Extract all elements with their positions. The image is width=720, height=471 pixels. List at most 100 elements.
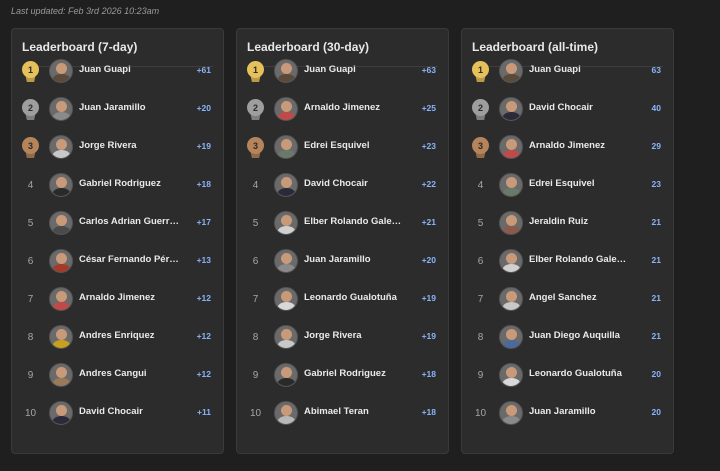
player-name[interactable]: David Chocair bbox=[529, 102, 593, 113]
leaderboard-row[interactable]: 5 Jeraldin Ruiz 21 bbox=[462, 204, 673, 242]
leaderboard-row[interactable]: 10 Juan Jaramillo 20 bbox=[462, 394, 673, 432]
avatar[interactable] bbox=[274, 173, 298, 197]
player-name[interactable]: Arnaldo Jimenez bbox=[79, 292, 156, 303]
silver-medal-icon: 2 bbox=[22, 99, 39, 120]
avatar[interactable] bbox=[49, 363, 73, 387]
score-value: 21 bbox=[651, 255, 661, 265]
player-name[interactable]: David Chocair bbox=[304, 178, 368, 189]
player-name[interactable]: Elber Rolando Galeano bbox=[304, 216, 404, 227]
avatar[interactable] bbox=[49, 97, 73, 121]
score-value: +18 bbox=[196, 179, 211, 189]
avatar[interactable] bbox=[274, 363, 298, 387]
avatar[interactable] bbox=[499, 249, 523, 273]
avatar[interactable] bbox=[49, 135, 73, 159]
avatar[interactable] bbox=[499, 135, 523, 159]
avatar[interactable] bbox=[499, 363, 523, 387]
player-name[interactable]: Leonardo Gualotuña bbox=[304, 292, 397, 303]
player-name[interactable]: Jorge Rivera bbox=[304, 330, 362, 341]
player-name[interactable]: César Fernando Pérez bbox=[79, 254, 179, 265]
avatar[interactable] bbox=[274, 325, 298, 349]
leaderboard-row[interactable]: 3 Arnaldo Jimenez 29 bbox=[462, 128, 673, 166]
player-name[interactable]: Edrei Esquivel bbox=[529, 178, 595, 189]
leaderboard-row[interactable]: 8 Juan Diego Auquilla 21 bbox=[462, 318, 673, 356]
player-name[interactable]: Jeraldin Ruiz bbox=[529, 216, 589, 227]
player-name[interactable]: Andres Cangui bbox=[79, 368, 147, 379]
player-name[interactable]: Juan Guapi bbox=[304, 64, 356, 75]
leaderboard-row[interactable]: 7 Arnaldo Jimenez +12 bbox=[12, 280, 223, 318]
avatar[interactable] bbox=[49, 211, 73, 235]
avatar[interactable] bbox=[274, 135, 298, 159]
score-value: 40 bbox=[651, 103, 661, 113]
avatar[interactable] bbox=[49, 325, 73, 349]
leaderboard-row[interactable]: 1 Juan Guapi 63 bbox=[462, 52, 673, 90]
leaderboard-row[interactable]: 5 Carlos Adrian Guerrero +17 bbox=[12, 204, 223, 242]
player-name[interactable]: Gabriel Rodriguez bbox=[304, 368, 386, 379]
leaderboard-row[interactable]: 2 David Chocair 40 bbox=[462, 90, 673, 128]
leaderboard-row[interactable]: 3 Edrei Esquivel +23 bbox=[237, 128, 448, 166]
player-name[interactable]: Edrei Esquivel bbox=[304, 140, 370, 151]
leaderboard-row[interactable]: 6 Juan Jaramillo +20 bbox=[237, 242, 448, 280]
leaderboard-row[interactable]: 8 Andres Enriquez +12 bbox=[12, 318, 223, 356]
avatar[interactable] bbox=[49, 249, 73, 273]
avatar[interactable] bbox=[274, 211, 298, 235]
avatar[interactable] bbox=[49, 287, 73, 311]
leaderboard-row[interactable]: 1 Juan Guapi +63 bbox=[237, 52, 448, 90]
leaderboard-row[interactable]: 6 César Fernando Pérez +13 bbox=[12, 242, 223, 280]
avatar[interactable] bbox=[499, 287, 523, 311]
player-name[interactable]: David Chocair bbox=[79, 406, 143, 417]
avatar[interactable] bbox=[499, 59, 523, 83]
avatar[interactable] bbox=[499, 97, 523, 121]
leaderboard-row[interactable]: 2 Juan Jaramillo +20 bbox=[12, 90, 223, 128]
avatar[interactable] bbox=[274, 287, 298, 311]
leaderboard-row[interactable]: 10 David Chocair +11 bbox=[12, 394, 223, 432]
leaderboard-row[interactable]: 9 Andres Cangui +12 bbox=[12, 356, 223, 394]
avatar[interactable] bbox=[499, 401, 523, 425]
player-name[interactable]: Jorge Rivera bbox=[79, 140, 137, 151]
leaderboard-row[interactable]: 8 Jorge Rivera +19 bbox=[237, 318, 448, 356]
leaderboard-row[interactable]: 4 Gabriel Rodriguez +18 bbox=[12, 166, 223, 204]
player-name[interactable]: Gabriel Rodriguez bbox=[79, 178, 161, 189]
leaderboard-row[interactable]: 7 Leonardo Gualotuña +19 bbox=[237, 280, 448, 318]
score-value: +11 bbox=[197, 407, 211, 417]
leaderboard-row[interactable]: 4 Edrei Esquivel 23 bbox=[462, 166, 673, 204]
player-name[interactable]: Carlos Adrian Guerrero bbox=[79, 216, 179, 227]
leaderboard-row[interactable]: 4 David Chocair +22 bbox=[237, 166, 448, 204]
player-name[interactable]: Elber Rolando Galeano bbox=[529, 254, 629, 265]
avatar[interactable] bbox=[499, 325, 523, 349]
rank-number: 10 bbox=[24, 408, 37, 419]
avatar[interactable] bbox=[499, 173, 523, 197]
player-name[interactable]: Juan Jaramillo bbox=[79, 102, 146, 113]
score-value: 20 bbox=[651, 407, 661, 417]
leaderboard-row[interactable]: 6 Elber Rolando Galeano 21 bbox=[462, 242, 673, 280]
player-name[interactable]: Leonardo Gualotuña bbox=[529, 368, 622, 379]
rank-number: 5 bbox=[27, 218, 34, 229]
avatar[interactable] bbox=[274, 97, 298, 121]
avatar[interactable] bbox=[49, 59, 73, 83]
player-name[interactable]: Juan Jaramillo bbox=[529, 406, 596, 417]
avatar[interactable] bbox=[49, 173, 73, 197]
leaderboard-row[interactable]: 9 Gabriel Rodriguez +18 bbox=[237, 356, 448, 394]
player-name[interactable]: Arnaldo Jimenez bbox=[529, 140, 606, 151]
player-name[interactable]: Arnaldo Jimenez bbox=[304, 102, 381, 113]
player-name[interactable]: Abimael Teran bbox=[304, 406, 369, 417]
rank-number: 3 bbox=[22, 137, 39, 154]
leaderboard-row[interactable]: 3 Jorge Rivera +19 bbox=[12, 128, 223, 166]
leaderboard-row[interactable]: 7 Angel Sanchez 21 bbox=[462, 280, 673, 318]
player-name[interactable]: Juan Guapi bbox=[79, 64, 131, 75]
avatar[interactable] bbox=[49, 401, 73, 425]
score-value: +19 bbox=[196, 141, 211, 151]
player-name[interactable]: Andres Enriquez bbox=[79, 330, 155, 341]
player-name[interactable]: Angel Sanchez bbox=[529, 292, 597, 303]
avatar[interactable] bbox=[274, 249, 298, 273]
avatar[interactable] bbox=[274, 401, 298, 425]
avatar[interactable] bbox=[499, 211, 523, 235]
leaderboard-row[interactable]: 1 Juan Guapi +61 bbox=[12, 52, 223, 90]
player-name[interactable]: Juan Jaramillo bbox=[304, 254, 371, 265]
leaderboard-row[interactable]: 10 Abimael Teran +18 bbox=[237, 394, 448, 432]
leaderboard-row[interactable]: 2 Arnaldo Jimenez +25 bbox=[237, 90, 448, 128]
leaderboard-row[interactable]: 5 Elber Rolando Galeano +21 bbox=[237, 204, 448, 242]
player-name[interactable]: Juan Diego Auquilla bbox=[529, 330, 620, 341]
player-name[interactable]: Juan Guapi bbox=[529, 64, 581, 75]
avatar[interactable] bbox=[274, 59, 298, 83]
leaderboard-row[interactable]: 9 Leonardo Gualotuña 20 bbox=[462, 356, 673, 394]
